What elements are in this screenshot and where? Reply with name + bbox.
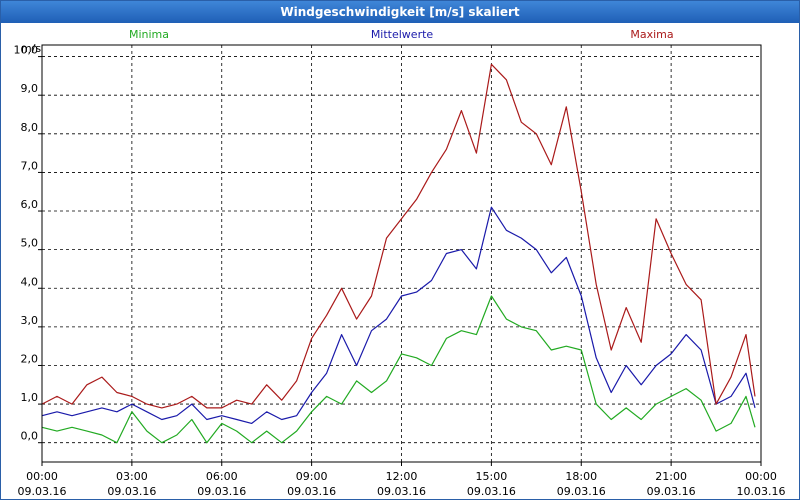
series-line-maxima <box>41 63 756 409</box>
x-tick-date: 09.03.16 <box>287 485 336 498</box>
window-title: Windgeschwindigkeit [m/s] skaliert <box>1 1 799 23</box>
y-tick-label: 3,0 <box>21 314 39 327</box>
y-tick-label: 2,0 <box>21 352 39 365</box>
y-tick-label: 5,0 <box>21 237 39 250</box>
y-tick-label: 7,0 <box>21 159 39 172</box>
y-tick-label: 10,0 <box>14 44 39 57</box>
plot-frame <box>41 44 762 463</box>
x-tick-time: 09:00 <box>296 470 328 483</box>
series-line-mittelwerte <box>41 206 756 424</box>
x-tick-time: 12:00 <box>386 470 418 483</box>
legend-minima: Minima <box>129 28 169 41</box>
x-tick-date: 10.03.16 <box>737 485 786 498</box>
x-tick-date: 09.03.16 <box>377 485 426 498</box>
x-tick-date: 09.03.16 <box>557 485 606 498</box>
x-tick-time: 18:00 <box>565 470 597 483</box>
x-tick-date: 09.03.16 <box>467 485 516 498</box>
x-tick-date: 09.03.16 <box>197 485 246 498</box>
x-tick-time: 00:00 <box>26 470 58 483</box>
x-tick-date: 09.03.16 <box>18 485 67 498</box>
y-axis: 0,0 1,0 2,0 3,0 4,0 5,0 6,0 7,0 8,0 9,0 10,0 <box>14 44 42 444</box>
x-tick-time: 21:00 <box>655 470 687 483</box>
legend-maxima: Maxima <box>630 28 673 41</box>
y-tick-label: 4,0 <box>21 275 39 288</box>
x-tick-time: 03:00 <box>116 470 148 483</box>
x-axis: 00:00 09.03.16 03:00 09.03.16 06:00 09.03.16 0… <box>18 462 786 498</box>
y-tick-label: 1,0 <box>21 391 39 404</box>
x-tick-time: 15:00 <box>476 470 508 483</box>
y-tick-label: 0,0 <box>21 430 39 443</box>
y-tick-label: 6,0 <box>21 198 39 211</box>
series-lines <box>41 63 756 444</box>
legend-mittelwerte: Mittelwerte <box>371 28 434 41</box>
x-tick-time: 00:00 <box>745 470 777 483</box>
y-tick-label: 8,0 <box>21 121 39 134</box>
x-tick-date: 09.03.16 <box>647 485 696 498</box>
series-line-minima <box>41 295 756 444</box>
x-tick-date: 09.03.16 <box>107 485 156 498</box>
grid <box>42 45 761 462</box>
y-tick-label: 9,0 <box>21 82 39 95</box>
y-axis-label: m/s <box>21 42 41 55</box>
x-tick-time: 06:00 <box>206 470 238 483</box>
legend: Minima Mittelwerte Maxima <box>129 28 674 41</box>
